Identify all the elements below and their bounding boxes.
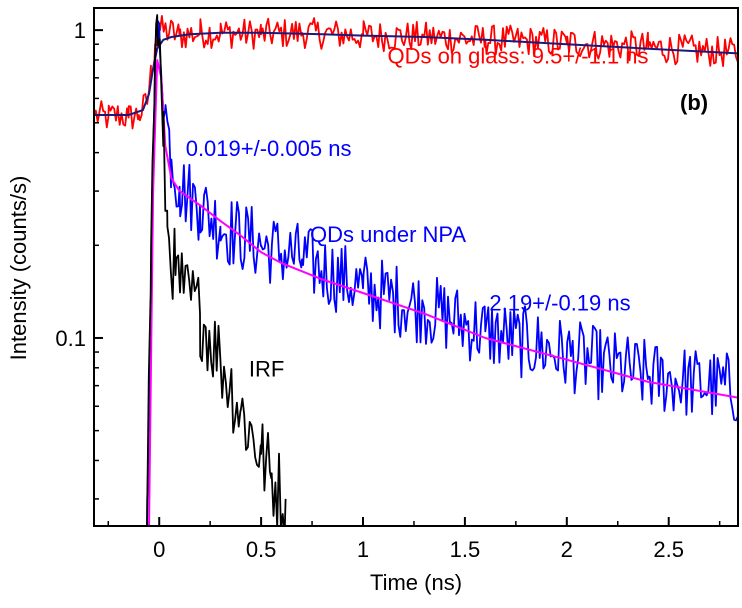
panel-label: (b) — [680, 90, 708, 115]
plot-area — [94, 8, 738, 526]
x-axis-title: Time (ns) — [370, 570, 462, 595]
plot-frame — [93, 7, 739, 527]
y-tick-label: 0.1 — [55, 326, 86, 351]
x-tick-label: 2.5 — [653, 537, 684, 562]
annotation-slow-lifetime: 2.19+/-0.19 ns — [489, 290, 630, 315]
series-layer — [94, 14, 738, 526]
x-axis-ticks: 0 0.5 1 1.5 2 2.5 — [107, 517, 721, 562]
series-line-1 — [94, 31, 738, 116]
y-tick-label: 1 — [74, 18, 86, 43]
x-tick-label: 1.5 — [450, 537, 481, 562]
annotation-glass: QDs on glass: 9.5+/-1.1 ns — [387, 43, 648, 68]
series-line-4 — [146, 14, 287, 526]
x-tick-label: 0.5 — [246, 537, 277, 562]
y-axis-title: Intensity (counts/s) — [6, 176, 31, 361]
annotation-fast-lifetime: 0.019+/-0.005 ns — [186, 136, 352, 161]
x-tick-label: 2 — [561, 537, 573, 562]
annotation-npa: QDs under NPA — [310, 222, 466, 247]
x-tick-label: 1 — [357, 537, 369, 562]
x-tick-label: 0 — [153, 537, 165, 562]
annotation-irf: IRF — [249, 356, 284, 381]
